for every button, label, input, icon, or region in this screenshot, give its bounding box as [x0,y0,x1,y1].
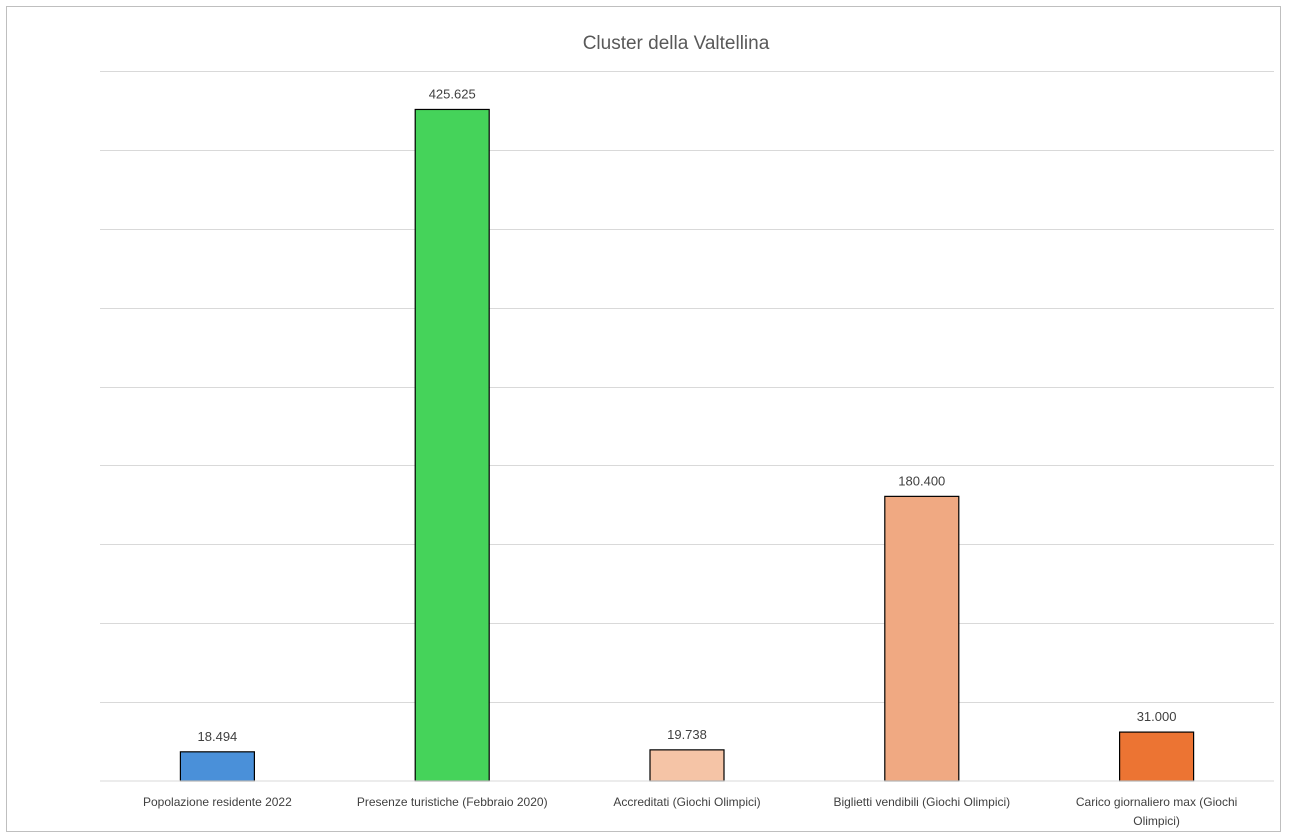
category-label-1: Popolazione residente 2022 [143,795,292,809]
bar-5 [1118,731,1195,782]
category-label-4: Biglietti vendibili (Giochi Olimpici) [833,795,1010,809]
bar-4 [884,495,960,782]
bar-3 [649,749,725,782]
data-labels: 18.494 425.625 19.738 180.400 31.000 [198,86,1177,743]
category-label-3: Accreditati (Giochi Olimpici) [613,795,760,809]
data-label-2: 425.625 [429,86,476,101]
bars [179,108,1195,782]
data-label-5: 31.000 [1137,709,1177,724]
category-labels: Popolazione residente 2022 Presenze turis… [143,795,1237,828]
chart-title: Cluster della Valtellina [583,33,770,54]
bar-1 [179,751,255,782]
chart-frame [6,6,1281,832]
category-label-5: Carico giornaliero max (Giochi Olimpici) [1076,795,1237,828]
data-label-3: 19.738 [667,727,707,742]
data-label-1: 18.494 [198,729,238,744]
category-label-2: Presenze turistiche (Febbraio 2020) [357,795,548,809]
bar-2 [414,108,490,782]
gridlines [100,71,1274,703]
data-label-4: 180.400 [898,473,945,488]
